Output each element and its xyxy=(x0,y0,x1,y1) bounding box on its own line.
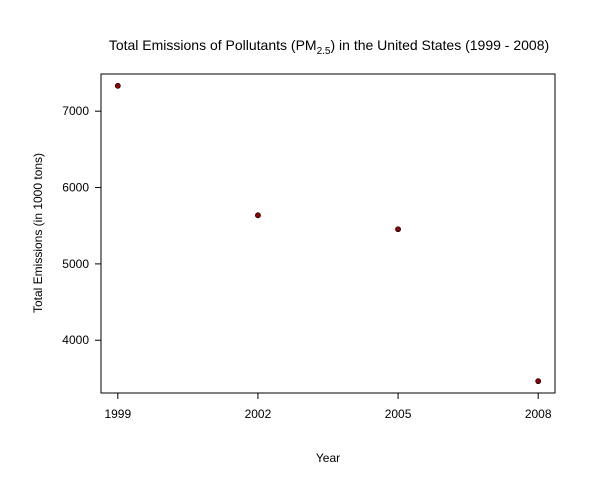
y-tick-label-6000: 6000 xyxy=(62,181,89,195)
y-tick-label-5000: 5000 xyxy=(62,257,89,271)
chart-title-prefix: Total Emissions of Pollutants (PM xyxy=(109,37,317,53)
data-point-2005 xyxy=(395,226,401,233)
x-tick-label-2005: 2005 xyxy=(385,407,412,421)
chart-title: Total Emissions of Pollutants (PM2.5) in… xyxy=(109,37,549,57)
y-axis-label: Total Emissions (in 1000 tons) xyxy=(31,153,45,313)
x-axis-label: Year xyxy=(316,451,340,465)
data-point-2008 xyxy=(535,378,542,385)
x-axis: 1999 2002 2005 2008 xyxy=(104,393,552,421)
data-point-1999 xyxy=(114,82,121,89)
plot-area xyxy=(100,73,556,394)
x-tick-label-2008: 2008 xyxy=(525,407,552,421)
x-tick-label-2002: 2002 xyxy=(245,407,272,421)
chart-title-suffix: ) in the United States (1999 - 2008) xyxy=(330,37,549,53)
data-point-2002 xyxy=(255,212,261,219)
chart-title-subscript: 2.5 xyxy=(317,46,331,57)
y-tick-label-4000: 4000 xyxy=(62,333,89,347)
y-tick-label-7000: 7000 xyxy=(62,104,89,118)
x-tick-label-1999: 1999 xyxy=(104,407,131,421)
y-axis: 4000 5000 6000 7000 xyxy=(62,104,101,347)
data-points xyxy=(114,82,542,385)
